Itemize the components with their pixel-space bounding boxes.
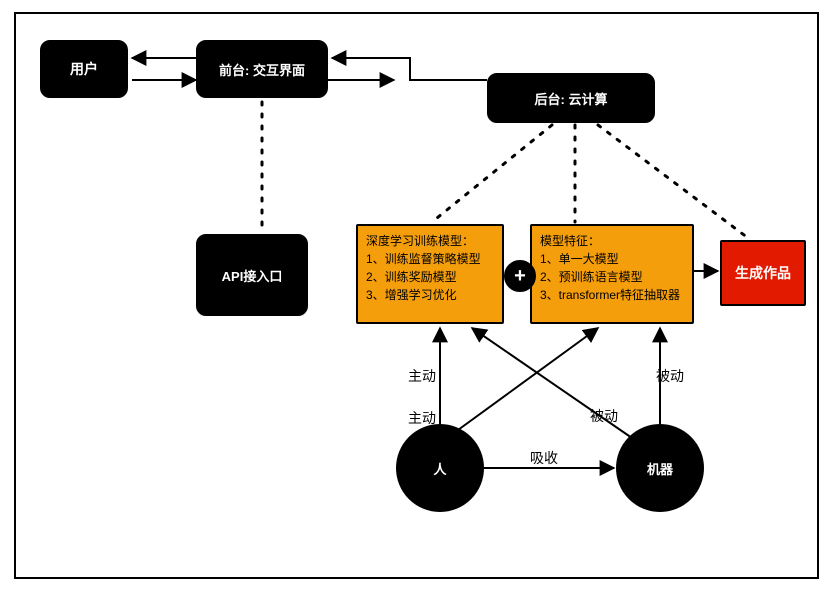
node-human: 人 [396, 424, 484, 512]
node-frontend-label: 前台: 交互界面 [219, 60, 305, 79]
node-api: API接入口 [196, 234, 308, 316]
features-item-2: 2、预训练语言模型 [540, 268, 680, 286]
node-api-label: API接入口 [222, 266, 283, 285]
training-item-1: 1、训练监督策略模型 [366, 250, 481, 268]
plus-label: + [514, 265, 526, 288]
node-backend-label: 后台: 云计算 [535, 89, 608, 108]
label-absorb: 吸收 [530, 448, 558, 468]
label-passive-2: 被动 [590, 406, 618, 426]
node-user: 用户 [40, 40, 128, 98]
label-active-2: 主动 [408, 408, 436, 428]
label-passive-1: 被动 [656, 366, 684, 386]
node-human-label: 人 [433, 459, 446, 478]
node-backend: 后台: 云计算 [487, 73, 655, 123]
training-item-2: 2、训练奖励模型 [366, 268, 481, 286]
node-machine: 机器 [616, 424, 704, 512]
plus-icon: + [504, 260, 536, 292]
node-machine-label: 机器 [647, 459, 673, 478]
node-output-label: 生成作品 [735, 263, 791, 283]
node-features: 模型特征： 1、单一大模型 2、预训练语言模型 3、transformer特征抽… [530, 224, 694, 324]
node-training: 深度学习训练模型： 1、训练监督策略模型 2、训练奖励模型 3、增强学习优化 [356, 224, 504, 324]
node-frontend: 前台: 交互界面 [196, 40, 328, 98]
training-item-3: 3、增强学习优化 [366, 286, 481, 304]
node-user-label: 用户 [70, 59, 98, 79]
label-active-1: 主动 [408, 366, 436, 386]
features-item-1: 1、单一大模型 [540, 250, 680, 268]
diagram-canvas: 用户 前台: 交互界面 后台: 云计算 API接入口 深度学习训练模型： 1、训… [0, 0, 833, 591]
node-output: 生成作品 [720, 240, 806, 306]
training-title: 深度学习训练模型： [366, 232, 481, 250]
features-item-3: 3、transformer特征抽取器 [540, 286, 680, 304]
features-title: 模型特征： [540, 232, 680, 250]
